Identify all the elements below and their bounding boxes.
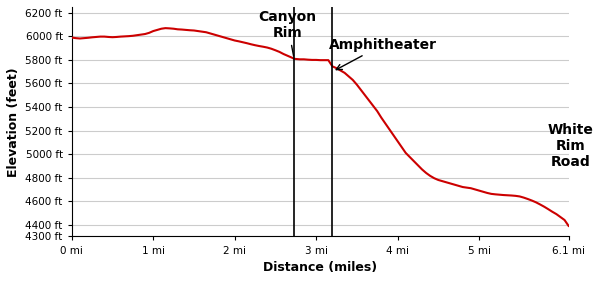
Text: White
Rim
Road: White Rim Road xyxy=(547,123,593,169)
Text: Amphitheater: Amphitheater xyxy=(329,38,437,70)
X-axis label: Distance (miles): Distance (miles) xyxy=(263,261,377,274)
Text: Canyon
Rim: Canyon Rim xyxy=(259,10,317,56)
Y-axis label: Elevation (feet): Elevation (feet) xyxy=(7,67,20,176)
